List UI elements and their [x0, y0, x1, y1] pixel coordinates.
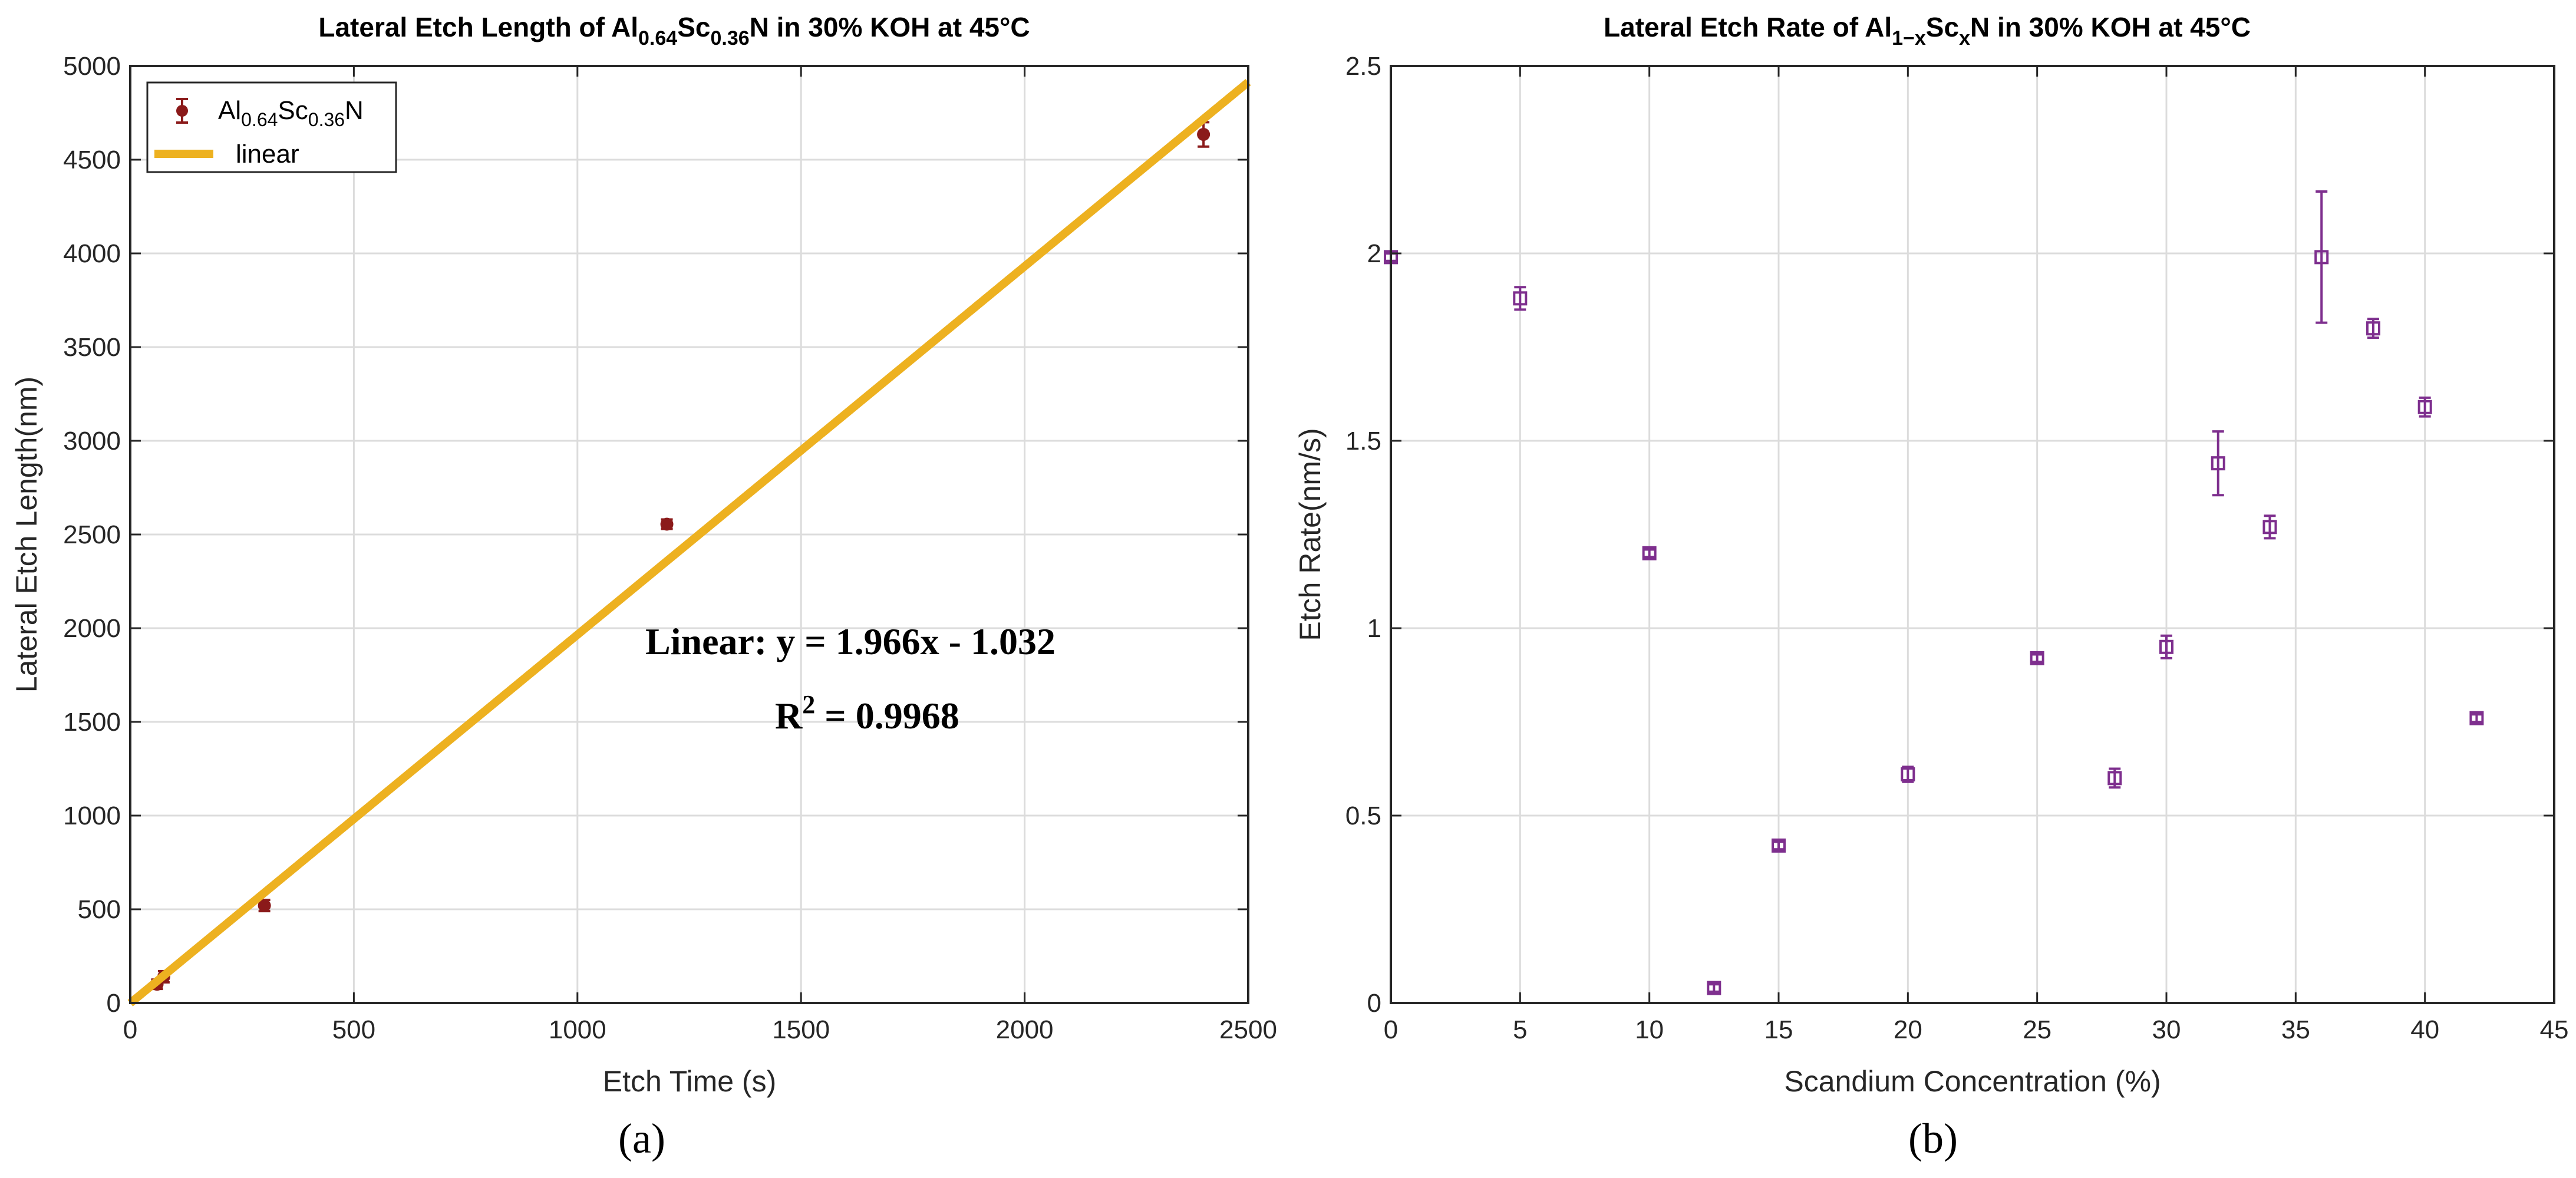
panel-a: Lateral Etch Length of Al0.64Sc0.36N in …: [10, 12, 1277, 1162]
panel-b-ylabel: Etch Rate(nm/s): [1294, 428, 1327, 641]
panel-a-title: Lateral Etch Length of Al0.64Sc0.36N in …: [318, 12, 1030, 50]
panel-a-grid: [130, 66, 1248, 1003]
data-point: [2469, 711, 2484, 725]
x-tick-label: 45: [2540, 1015, 2569, 1044]
data-point: [2159, 639, 2173, 654]
x-tick-label: 30: [2152, 1015, 2181, 1044]
x-tick-label: 40: [2410, 1015, 2439, 1044]
x-tick-label: 15: [1764, 1015, 1793, 1044]
linear-fit-line: [127, 78, 1251, 1007]
y-tick-label: 3000: [63, 427, 121, 456]
x-tick-label: 10: [1635, 1015, 1664, 1044]
y-tick-label: 2.5: [1345, 52, 1381, 81]
panel-b-axes-frame: [1390, 65, 2555, 1004]
x-tick-label: 0: [1384, 1015, 1398, 1044]
panel-a-xlabel: Etch Time (s): [603, 1065, 776, 1098]
y-tick-label: 1.5: [1345, 427, 1381, 456]
y-tick-label: 3500: [63, 333, 121, 362]
x-tick-label: 2000: [996, 1015, 1054, 1044]
y-tick-label: 1000: [63, 801, 121, 830]
data-point: [1772, 838, 1786, 853]
y-tick-label: 1: [1367, 614, 1381, 643]
panel-a-ticks: 0 500 1000 1500 2000 2500 0 500 1000 1500 2000 2500…: [63, 52, 1277, 1044]
legend-entry-linear: linear: [236, 140, 299, 169]
y-tick-label: 500: [78, 895, 121, 924]
panel-b-marks: [1384, 190, 2484, 995]
fit-r-squared: R2 = 0.9968: [775, 690, 959, 737]
fit-equation: Linear: y = 1.966x - 1.032: [645, 621, 1056, 662]
x-tick-label: 500: [332, 1015, 375, 1044]
panel-b-title: Lateral Etch Rate of Al1−xScxN in 30% KO…: [1604, 12, 2251, 50]
data-point: [1901, 767, 1915, 782]
x-tick-label: 0: [123, 1015, 137, 1044]
y-tick-label: 2500: [63, 520, 121, 549]
panel-a-legend: Al0.64Sc0.36N linear: [146, 81, 397, 173]
data-point: [2211, 456, 2225, 471]
x-tick-label: 25: [2023, 1015, 2051, 1044]
data-point: [1642, 546, 1657, 560]
panel-b-xlabel: Scandium Concentration (%): [1784, 1065, 2161, 1098]
x-tick-label: 20: [1894, 1015, 1922, 1044]
y-tick-label: 0.5: [1345, 801, 1381, 830]
data-point: [1197, 128, 1211, 141]
panel-b-ticks: 0 5 10 15 20 25 30 35 40 45 0 0.5 1 1.5 2 2.5: [1345, 52, 2569, 1044]
data-point: [660, 517, 674, 531]
data-point: [2366, 321, 2380, 336]
data-point: [1513, 291, 1528, 306]
data-point: [2262, 520, 2277, 534]
panel-b: Lateral Etch Rate of Al1−xScxN in 30% KO…: [1294, 12, 2568, 1162]
y-tick-label: 4500: [63, 146, 121, 174]
y-tick-label: 0: [107, 989, 121, 1018]
x-tick-label: 1000: [549, 1015, 606, 1044]
x-tick-label: 5: [1513, 1015, 1527, 1044]
panel-b-label: (b): [1908, 1115, 1958, 1162]
y-tick-label: 1500: [63, 708, 121, 737]
data-point: [1707, 981, 1721, 995]
data-point: [2030, 651, 2044, 665]
data-point: [258, 899, 271, 912]
y-tick-label: 2000: [63, 614, 121, 643]
data-point: [2417, 400, 2432, 414]
y-tick-label: 5000: [63, 52, 121, 81]
data-point: [2107, 771, 2122, 786]
panel-b-grid: [1391, 66, 2554, 1003]
panel-a-label: (a): [618, 1115, 665, 1162]
x-tick-label: 2500: [1219, 1015, 1277, 1044]
y-tick-label: 0: [1367, 989, 1381, 1018]
y-tick-label: 2: [1367, 239, 1381, 268]
legend-entry-series: Al0.64Sc0.36N: [218, 96, 364, 130]
legend-marker-icon: [176, 105, 188, 117]
panel-a-ylabel: Lateral Etch Length(nm): [10, 377, 43, 692]
panel-a-marks: [127, 78, 1251, 1007]
x-tick-label: 35: [2281, 1015, 2310, 1044]
data-point: [2314, 250, 2329, 265]
x-tick-label: 1500: [772, 1015, 830, 1044]
y-tick-label: 4000: [63, 239, 121, 268]
